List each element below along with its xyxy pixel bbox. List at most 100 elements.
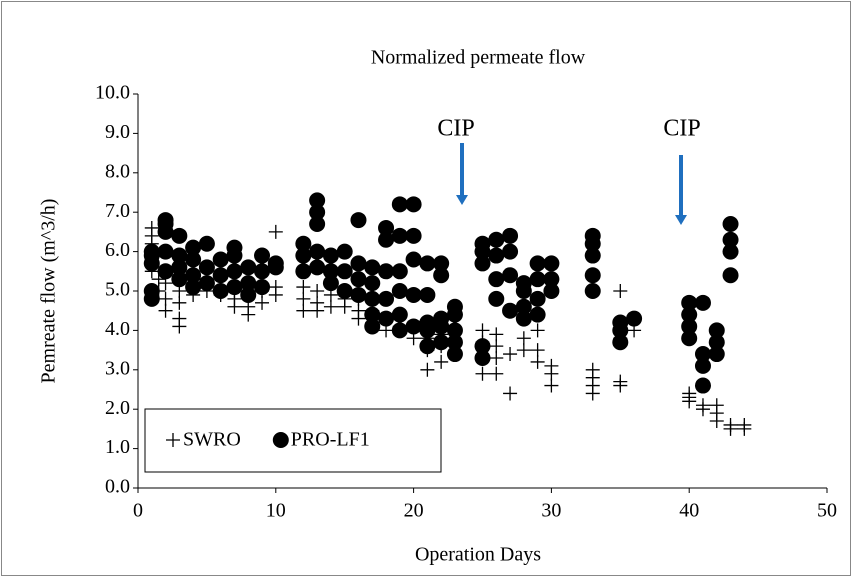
- x-tick-label: 30: [541, 500, 561, 522]
- data-point: [295, 263, 312, 280]
- data-point: [364, 259, 381, 276]
- y-tick-label: 0.0: [105, 476, 130, 498]
- data-point: [503, 347, 518, 362]
- data-point: [143, 283, 160, 299]
- data-point: [391, 306, 408, 323]
- data-point: [364, 306, 381, 323]
- data-point: [419, 314, 436, 331]
- data-point: [350, 271, 367, 288]
- data-point: [336, 243, 353, 260]
- data-point: [198, 259, 215, 276]
- data-point: [502, 243, 519, 260]
- data-point: [516, 343, 531, 358]
- data-point: [488, 231, 505, 248]
- data-point: [530, 354, 545, 369]
- data-point: [350, 212, 367, 229]
- data-point: [309, 243, 326, 260]
- legend-label: SWRO: [183, 429, 241, 451]
- data-point: [226, 279, 243, 296]
- data-point: [695, 398, 710, 413]
- data-point: [323, 299, 338, 314]
- data-point: [350, 255, 367, 272]
- data-point: [171, 247, 188, 264]
- annotation: CIP: [663, 116, 700, 142]
- data-point: [171, 259, 188, 276]
- data-point: [268, 287, 283, 302]
- data-point: [585, 362, 600, 377]
- data-point: [405, 251, 422, 268]
- data-point: [612, 334, 629, 351]
- data-point: [158, 303, 173, 318]
- data-point: [254, 247, 271, 264]
- data-point: [613, 284, 628, 298]
- data-point: [295, 247, 312, 264]
- y-tick-label: 8.0: [105, 160, 130, 182]
- data-point: [405, 196, 422, 213]
- data-point: [709, 398, 724, 413]
- data-point: [489, 327, 504, 342]
- data-point: [446, 322, 463, 339]
- data-point: [226, 239, 243, 256]
- data-point: [157, 263, 174, 280]
- data-point: [516, 331, 531, 346]
- annotation-arrowhead: [456, 195, 468, 205]
- data-point: [530, 343, 545, 358]
- data-point: [171, 271, 188, 288]
- data-point: [529, 255, 546, 272]
- data-point: [378, 290, 395, 307]
- data-point: [502, 302, 519, 319]
- data-point: [529, 306, 546, 323]
- data-point: [185, 267, 202, 284]
- data-point: [378, 219, 395, 236]
- data-point: [433, 255, 450, 272]
- legend-label: PRO-LF1: [291, 429, 370, 451]
- data-point: [474, 349, 491, 366]
- data-point: [172, 295, 187, 310]
- data-point: [143, 243, 160, 260]
- data-point: [240, 275, 257, 292]
- data-point: [198, 235, 215, 252]
- data-point: [515, 275, 532, 292]
- data-point: [240, 286, 257, 303]
- data-point: [171, 227, 188, 244]
- data-point: [212, 251, 229, 268]
- data-point: [708, 334, 725, 351]
- data-point: [255, 295, 270, 310]
- data-point: [268, 224, 283, 239]
- data-point: [543, 271, 560, 288]
- data-point: [172, 311, 187, 326]
- data-point: [613, 374, 628, 389]
- data-point: [405, 286, 422, 303]
- data-point: [157, 243, 174, 260]
- data-point: [681, 294, 698, 311]
- data-point: [474, 338, 491, 355]
- y-tick-label: 4.0: [105, 318, 130, 340]
- data-point: [433, 267, 450, 284]
- data-point: [489, 366, 504, 381]
- y-axis-label: Pemreate flow (m^3/h): [38, 199, 60, 384]
- data-point: [682, 386, 697, 401]
- data-point: [489, 350, 504, 365]
- data-point: [584, 247, 601, 264]
- data-point: [722, 243, 739, 260]
- data-point: [378, 231, 395, 248]
- data-point: [212, 283, 229, 299]
- x-tick-label: 50: [817, 500, 837, 522]
- data-point: [310, 295, 325, 310]
- data-point: [612, 314, 629, 331]
- data-point: [391, 263, 408, 280]
- data-point: [391, 227, 408, 244]
- data-point: [391, 283, 408, 299]
- data-point: [584, 283, 601, 299]
- data-point: [295, 235, 312, 252]
- x-axis-label: Operation Days: [415, 544, 541, 566]
- data-point: [420, 362, 435, 377]
- data-point: [475, 323, 490, 338]
- data-point: [694, 377, 711, 394]
- legend-box: [144, 408, 442, 473]
- data-point: [503, 386, 518, 401]
- data-point: [543, 283, 560, 299]
- data-point: [419, 338, 436, 355]
- data-point: [364, 275, 381, 292]
- data-point: [543, 255, 560, 272]
